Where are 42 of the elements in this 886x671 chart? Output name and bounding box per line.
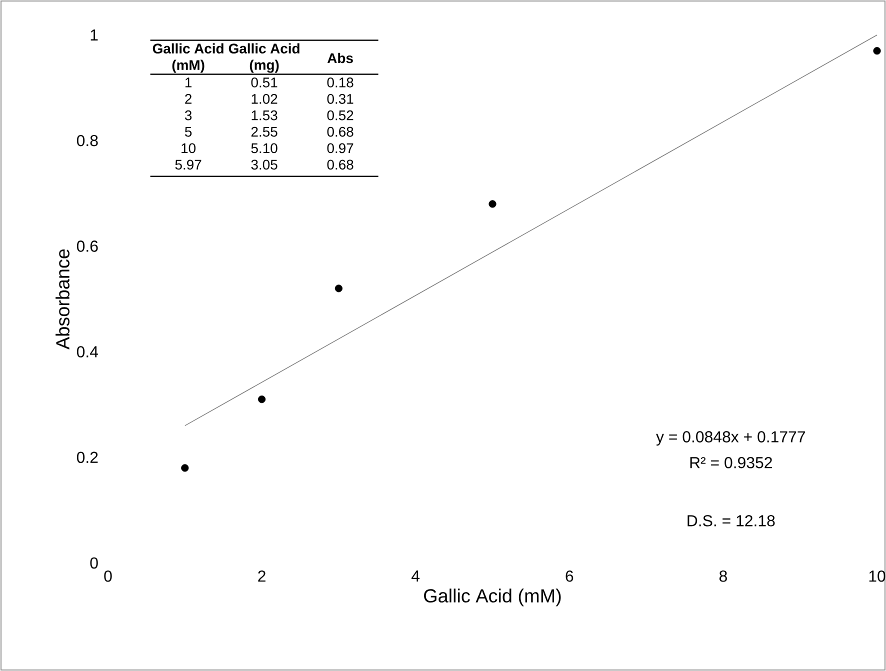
x-tick-label: 4 (412, 570, 420, 582)
annotation: 2.55 (251, 126, 278, 137)
annotation: Gallic Acid (mM) (152, 43, 224, 73)
x-tick-label: 2 (258, 570, 266, 582)
point (258, 396, 266, 404)
annotation: R² = 0.9352 (690, 457, 772, 468)
annotation: 0.52 (327, 110, 354, 120)
x-tick-label: 0 (104, 570, 112, 582)
annotation: 0.31 (327, 94, 354, 104)
annotation: 0.97 (327, 143, 354, 154)
annotation: 3.05 (251, 160, 278, 170)
annotation: 1 (185, 78, 192, 88)
annotation: 0.68 (327, 160, 354, 170)
annotation: y = 0.0848x + 0.1777 (656, 431, 805, 446)
x-tick-label: 10 (869, 570, 886, 582)
y-tick-label: 0.4 (76, 346, 98, 358)
annotation: 1.02 (252, 94, 278, 104)
y-tick-label: 0.6 (76, 240, 98, 252)
annotation: 5 (184, 126, 192, 137)
point (488, 200, 496, 208)
x-axis-title: Gallic Acid (mM) (424, 588, 561, 606)
annotation: Abs (327, 52, 353, 64)
x-tick-label: 8 (719, 570, 727, 582)
annotation: 0.68 (327, 126, 354, 137)
annotation: 2 (185, 94, 192, 104)
y-tick-label: 0.8 (76, 134, 98, 146)
point (334, 284, 343, 292)
annotation: 5.10 (251, 143, 278, 154)
y-tick-label: 0 (90, 557, 98, 569)
y-axis-title: Absorbance (56, 249, 70, 350)
annotation: D.S. = 12.18 (688, 515, 775, 526)
annotation: 0.51 (251, 78, 278, 88)
annotation: 1.53 (252, 110, 278, 120)
point (181, 464, 189, 472)
x-tick-label: 6 (566, 570, 574, 582)
annotation: 5.97 (175, 160, 202, 170)
annotation: Gallic Acid (mg) (228, 43, 300, 73)
annotation: 3 (184, 110, 192, 120)
y-tick-label: 1 (90, 30, 98, 40)
y-tick-label: 0.2 (76, 452, 98, 464)
annotation: 10 (182, 143, 196, 154)
annotation: 0.18 (327, 78, 354, 88)
